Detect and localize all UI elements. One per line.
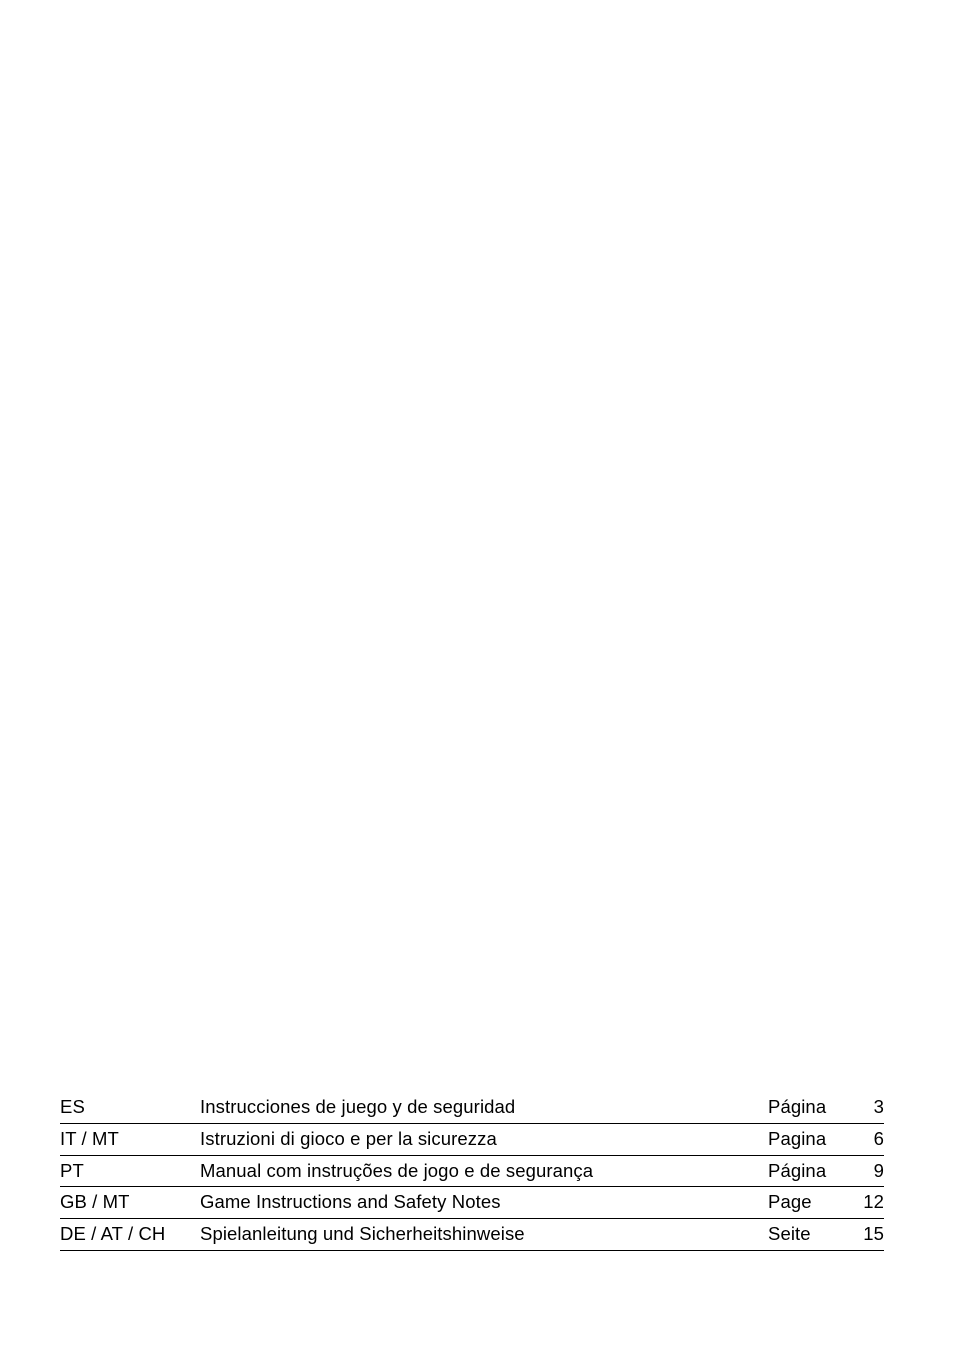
toc-page-label: Page <box>768 1189 848 1216</box>
toc-title: Game Instructions and Safety Notes <box>200 1189 768 1216</box>
toc-title: Manual com instruções de jogo e de segur… <box>200 1158 768 1185</box>
toc-row: GB / MT Game Instructions and Safety Not… <box>60 1187 884 1219</box>
toc-code: GB / MT <box>60 1189 200 1216</box>
toc-page-label: Página <box>768 1094 848 1121</box>
toc-page-label: Página <box>768 1158 848 1185</box>
toc-page-label: Seite <box>768 1221 848 1248</box>
toc-page-num: 12 <box>848 1189 884 1216</box>
toc-page-label: Pagina <box>768 1126 848 1153</box>
toc-title: Istruzioni di gioco e per la sicurezza <box>200 1126 768 1153</box>
toc-row: ES Instrucciones de juego y de seguridad… <box>60 1092 884 1124</box>
toc-row: DE / AT / CH Spielanleitung und Sicherhe… <box>60 1219 884 1251</box>
toc-page-num: 9 <box>848 1158 884 1185</box>
toc-code: ES <box>60 1094 200 1121</box>
toc-title: Spielanleitung und Sicherheitshinweise <box>200 1221 768 1248</box>
table-of-contents: ES Instrucciones de juego y de seguridad… <box>60 1092 884 1251</box>
toc-code: IT / MT <box>60 1126 200 1153</box>
toc-row: IT / MT Istruzioni di gioco e per la sic… <box>60 1124 884 1156</box>
toc-page-num: 15 <box>848 1221 884 1248</box>
toc-page-num: 6 <box>848 1126 884 1153</box>
toc-page-num: 3 <box>848 1094 884 1121</box>
toc-title: Instrucciones de juego y de seguridad <box>200 1094 768 1121</box>
toc-code: PT <box>60 1158 200 1185</box>
page: ES Instrucciones de juego y de seguridad… <box>0 0 954 1354</box>
toc-code: DE / AT / CH <box>60 1221 200 1248</box>
toc-row: PT Manual com instruções de jogo e de se… <box>60 1156 884 1188</box>
